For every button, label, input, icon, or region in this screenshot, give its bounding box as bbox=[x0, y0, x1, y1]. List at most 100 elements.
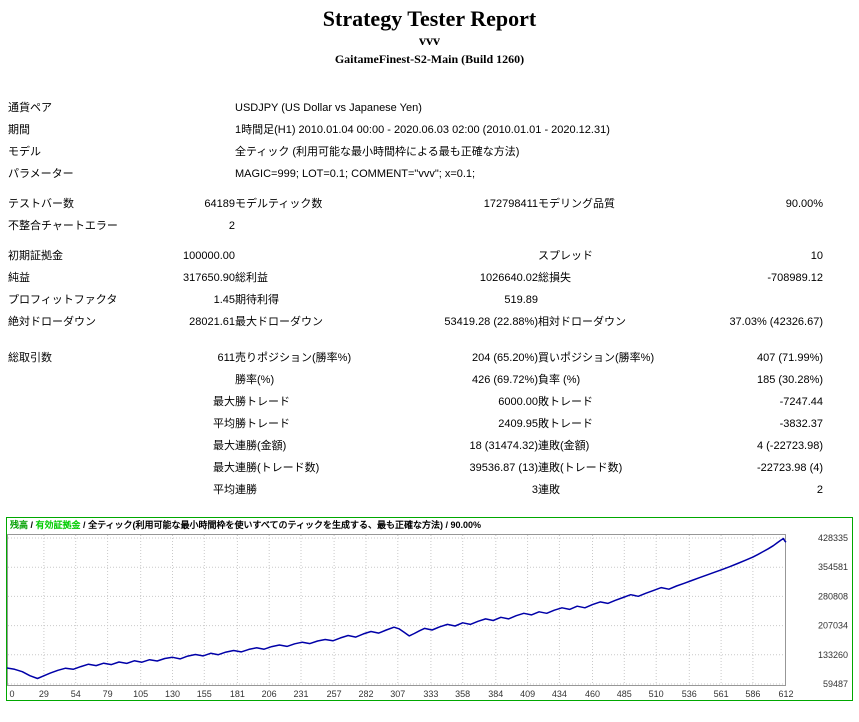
report-value: 317650.90 bbox=[183, 272, 235, 284]
x-axis-label: 29 bbox=[39, 689, 49, 699]
chart-caption: 残高 / 有効証拠金 / 全ティック(利用可能な最小時間枠を使いすべてのティック… bbox=[7, 518, 852, 534]
report-label: パラメーター bbox=[8, 168, 74, 180]
server-build: GaitameFinest-S2-Main (Build 1260) bbox=[334, 52, 525, 66]
report-label: 総利益 bbox=[235, 272, 268, 284]
row-spacer bbox=[8, 185, 823, 193]
report-value: 519.89 bbox=[504, 294, 538, 306]
report-label bbox=[8, 391, 158, 413]
report-label: テストバー数 bbox=[8, 198, 74, 210]
row-spacer bbox=[8, 333, 823, 347]
balance-curve-plot: 0 29 54 79 105 130 155 181 206 231 257 282 307 333 358… bbox=[7, 534, 848, 699]
x-axis-label: 536 bbox=[682, 689, 697, 699]
y-axis-label: 59487 bbox=[823, 679, 848, 689]
balance-chart: 残高 / 有効証拠金 / 全ティック(利用可能な最小時間枠を使いすべてのティック… bbox=[6, 517, 853, 701]
x-axis-label: 181 bbox=[230, 689, 245, 699]
report-label: 総損失 bbox=[538, 272, 571, 284]
report-value: 2 bbox=[228, 220, 235, 232]
report-label: 勝トレード bbox=[235, 418, 290, 430]
report-label: MAGIC=999; LOT=0.1; COMMENT="vvv"; x=0.1… bbox=[235, 168, 476, 180]
x-axis-label: 434 bbox=[552, 689, 567, 699]
y-axis-label: 354581 bbox=[818, 562, 848, 572]
report-label: 最大ドローダウン bbox=[235, 316, 323, 328]
report-label: プロフィットファクタ bbox=[8, 294, 118, 306]
report-value: 18 (31474.32) bbox=[469, 440, 539, 452]
x-axis-label: 510 bbox=[649, 689, 664, 699]
report-value: 90.00% bbox=[785, 198, 824, 210]
balance-line bbox=[7, 537, 787, 680]
y-axis-label: 428335 bbox=[818, 534, 848, 543]
report-value: 平均 bbox=[213, 484, 235, 496]
report-label: 勝率(%) bbox=[235, 374, 275, 386]
report-value: 39536.87 (13) bbox=[469, 462, 539, 474]
x-axis-label: 384 bbox=[488, 689, 503, 699]
y-axis-label: 280808 bbox=[818, 591, 848, 601]
report-value: 1.45 bbox=[213, 294, 235, 306]
report-label: 初期証拠金 bbox=[8, 250, 63, 262]
caption-segment: 全ティック(利用可能な最小時間枠を使いすべてのティックを生成する、最も正確な方法… bbox=[88, 520, 443, 530]
report-label bbox=[235, 215, 393, 237]
report-label: 勝トレード bbox=[235, 396, 290, 408]
x-axis-label: 105 bbox=[133, 689, 148, 699]
report-value: 10 bbox=[810, 250, 824, 262]
report-label: スプレッド bbox=[538, 250, 593, 262]
report-value: -7247.44 bbox=[779, 396, 824, 408]
report-value: 最大 bbox=[213, 396, 235, 408]
x-axis-label: 155 bbox=[197, 689, 212, 699]
report-value: 204 (65.20%) bbox=[471, 352, 538, 364]
report-label: 買いポジション(勝率%) bbox=[538, 352, 655, 364]
report-label: 期間 bbox=[8, 124, 30, 136]
x-axis-label: 561 bbox=[714, 689, 729, 699]
caption-segment: / 90.00% bbox=[443, 520, 482, 530]
x-axis-label: 257 bbox=[327, 689, 342, 699]
report-value: 611 bbox=[217, 352, 235, 364]
report-value: 100000.00 bbox=[183, 250, 235, 262]
x-axis-label: 79 bbox=[103, 689, 113, 699]
report-value bbox=[688, 215, 823, 237]
report-value bbox=[393, 245, 538, 267]
report-label: 全ティック (利用可能な最小時間枠による最も正確な方法) bbox=[235, 146, 520, 158]
report-label: 相対ドローダウン bbox=[538, 316, 626, 328]
report-label: 連敗(金額) bbox=[538, 440, 590, 452]
x-axis-label: 307 bbox=[390, 689, 405, 699]
report-label: 敗トレード bbox=[538, 396, 593, 408]
x-axis-label: 231 bbox=[293, 689, 308, 699]
report-label bbox=[8, 457, 158, 479]
x-axis-label: 282 bbox=[358, 689, 373, 699]
page-title: Strategy Tester Report bbox=[322, 6, 537, 31]
report-label: 絶対ドローダウン bbox=[8, 316, 96, 328]
report-label: モデル bbox=[8, 146, 41, 158]
y-axis-label: 133260 bbox=[818, 650, 848, 660]
report-value: 6000.00 bbox=[498, 396, 538, 408]
x-axis-label: 0 bbox=[9, 689, 14, 699]
report-value: 64189 bbox=[204, 198, 235, 210]
caption-segment: / bbox=[80, 520, 89, 530]
row-spacer bbox=[8, 237, 823, 245]
x-axis-label: 206 bbox=[262, 689, 277, 699]
report-value: 3 bbox=[531, 484, 538, 496]
caption-segment: 有効証拠金 bbox=[35, 520, 81, 530]
x-axis-label: 130 bbox=[165, 689, 180, 699]
x-axis-label: 460 bbox=[585, 689, 600, 699]
strategy-tester-report-page: Strategy Tester Report vvv GaitameFinest… bbox=[0, 6, 859, 722]
x-axis-label: 409 bbox=[520, 689, 535, 699]
report-label: 通貨ペア bbox=[8, 102, 52, 114]
report-label: モデリング品質 bbox=[538, 198, 615, 210]
report-value: 2 bbox=[816, 484, 824, 496]
plot-frame bbox=[7, 534, 786, 686]
report-label: 売りポジション(勝率%) bbox=[235, 352, 352, 364]
report-label bbox=[235, 245, 393, 267]
report-label bbox=[538, 215, 688, 237]
report-label: 連勝(トレード数) bbox=[235, 462, 320, 474]
report-value bbox=[158, 369, 235, 391]
report-value: 28021.61 bbox=[189, 316, 235, 328]
report-label: 連敗(トレード数) bbox=[538, 462, 623, 474]
report-value: 最大 bbox=[213, 440, 235, 452]
report-label: 連勝 bbox=[235, 484, 257, 496]
report-label bbox=[538, 289, 688, 311]
caption-segment: 残高 bbox=[10, 520, 29, 530]
report-label: 純益 bbox=[8, 272, 30, 284]
report-value: 2409.95 bbox=[498, 418, 538, 430]
x-axis-label: 333 bbox=[423, 689, 438, 699]
x-axis-label: 485 bbox=[617, 689, 632, 699]
x-axis-label: 612 bbox=[778, 689, 793, 699]
